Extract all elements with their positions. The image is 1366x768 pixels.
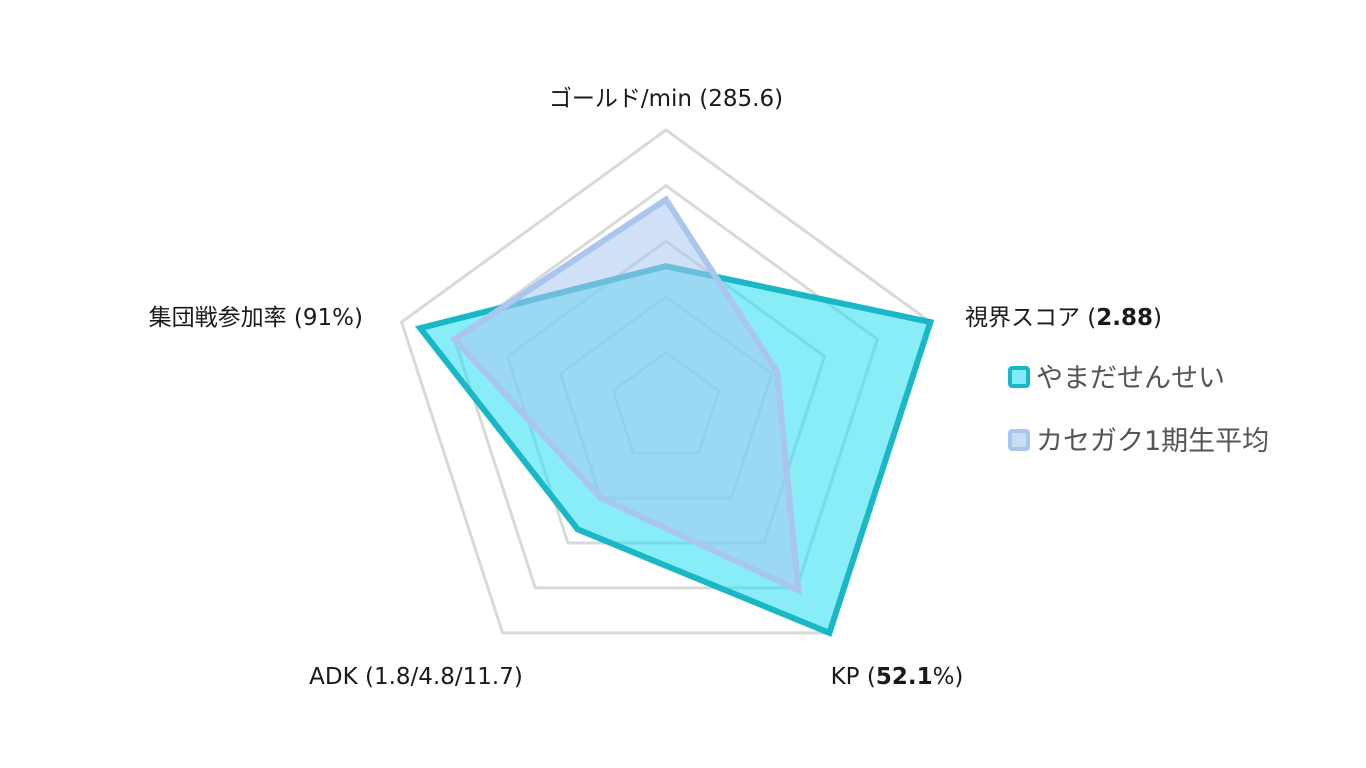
axis-label-adk: ADK (1.8/4.8/11.7) — [309, 664, 523, 690]
legend-swatch — [1008, 429, 1030, 451]
axis-label-vision: 視界スコア (2.88) — [965, 305, 1162, 331]
axis-label-kp: KP (52.1%) — [831, 664, 964, 690]
axis-labels: ゴールド/min (285.6) 視界スコア (2.88) KP (52.1%) AD… — [149, 86, 1162, 690]
axis-label-value: 2.88 — [1096, 305, 1153, 331]
axis-label-gold: ゴールド/min (285.6) — [549, 86, 783, 112]
axis-label-teamfight: 集団戦参加率 (91%) — [149, 305, 363, 331]
axis-label-text: KP ( — [831, 664, 876, 690]
legend-item-1[interactable]: カセガク1期生平均 — [1008, 426, 1269, 457]
radar-series-layer — [414, 195, 935, 637]
axis-label-text: 視界スコア ( — [965, 305, 1096, 331]
axis-label-text: ゴールド/min (285.6) — [549, 86, 783, 112]
legend-swatch — [1008, 366, 1030, 388]
axis-label-value: 52.1 — [876, 664, 933, 690]
axis-label-suffix: ) — [1153, 305, 1162, 331]
legend-label: やまだせんせい — [1036, 363, 1225, 394]
series-polygon-1 — [449, 195, 802, 596]
axis-label-text: ADK (1.8/4.8/11.7) — [309, 664, 523, 690]
grid-ring-5 — [399, 128, 933, 635]
axis-label-suffix: %) — [933, 664, 964, 690]
axis-label-text: 集団戦参加率 (91%) — [149, 305, 363, 331]
legend-label: カセガク1期生平均 — [1036, 426, 1269, 457]
legend-item-0[interactable]: やまだせんせい — [1008, 363, 1225, 394]
